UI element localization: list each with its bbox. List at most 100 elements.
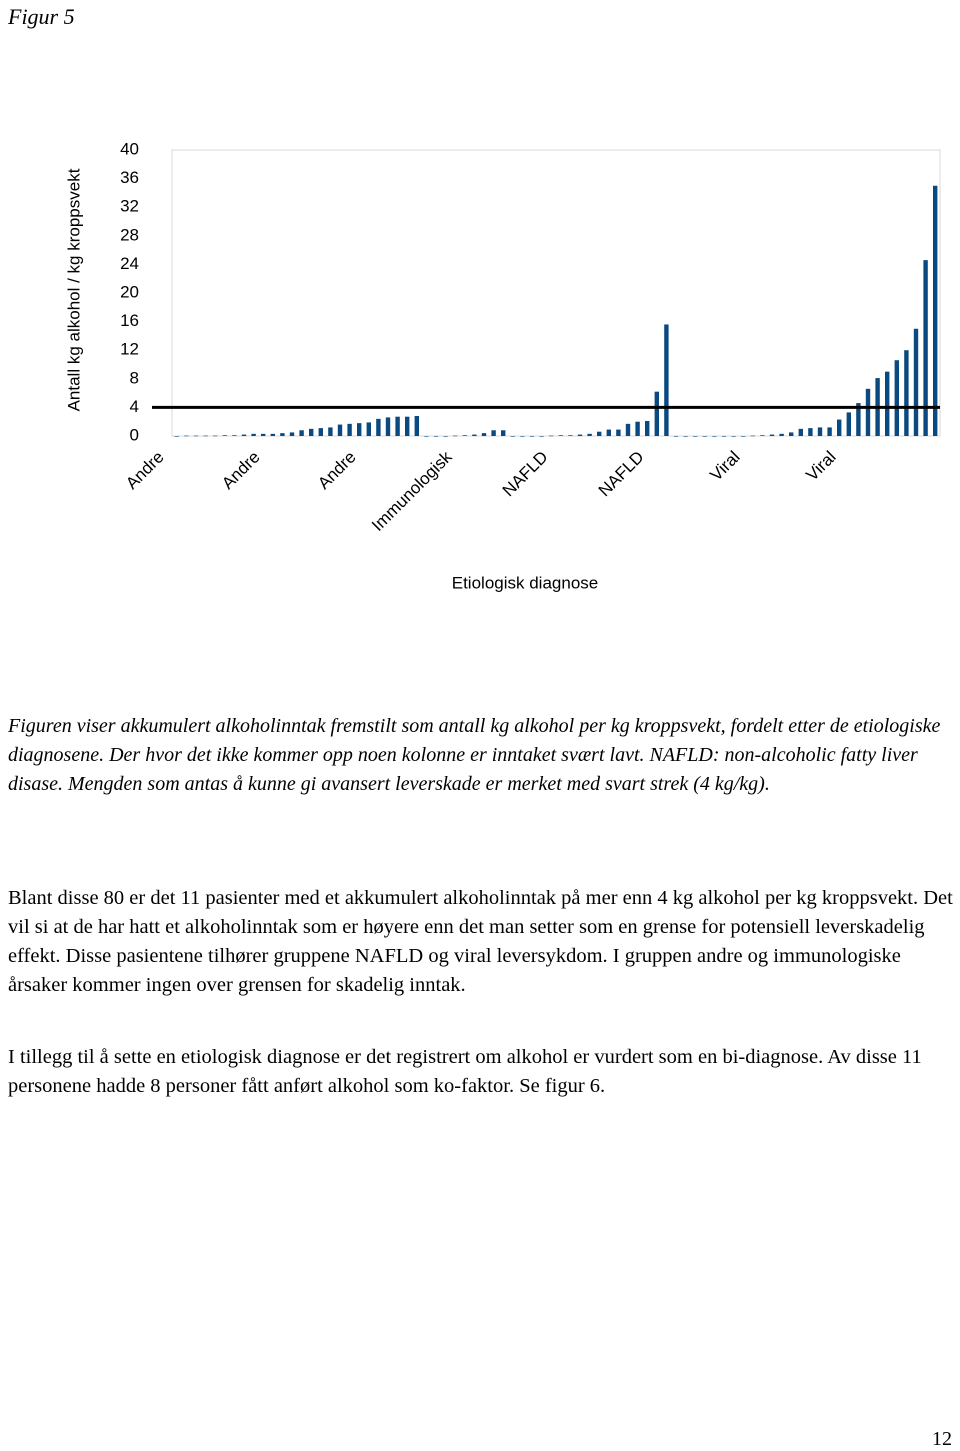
x-tick-label: Viral: [706, 447, 743, 484]
bar: [203, 435, 208, 437]
chart: Antall kg alkohol / kg kroppsvekt Etiolo…: [64, 139, 941, 592]
bar: [683, 436, 688, 437]
bar: [501, 430, 506, 436]
bar: [885, 371, 890, 436]
paragraph: I tillegg til å sette en etiologisk diag…: [8, 1046, 922, 1097]
bar: [376, 418, 381, 436]
bar: [309, 428, 314, 436]
bar: [184, 435, 189, 437]
bar: [865, 388, 871, 436]
y-tick-label: 0: [130, 425, 139, 444]
bar: [913, 328, 919, 436]
bar: [529, 436, 535, 437]
bar: [491, 430, 496, 436]
bar: [750, 435, 755, 437]
bar: [472, 434, 477, 436]
bar: [731, 436, 736, 437]
bar: [721, 436, 727, 437]
bar: [702, 436, 707, 437]
bar: [933, 185, 938, 436]
bar: [385, 417, 391, 436]
y-tick-label: 28: [120, 225, 139, 244]
bar: [280, 433, 285, 436]
bar: [241, 434, 247, 436]
bar: [174, 436, 179, 437]
bar: [894, 360, 899, 436]
bar: [289, 432, 295, 436]
bar: [923, 260, 928, 436]
bar: [664, 324, 669, 436]
bar: [837, 419, 842, 436]
bar: [549, 435, 554, 437]
plot-frame: [171, 149, 941, 437]
bar: [846, 412, 851, 436]
y-tick-label: 32: [120, 197, 139, 216]
bar: [414, 415, 419, 436]
y-tick-label: 36: [120, 168, 139, 187]
bar: [645, 420, 650, 436]
bar: [606, 429, 611, 436]
x-axis-title: Etiologisk diagnose: [452, 573, 598, 592]
bar: [779, 433, 784, 436]
bar: [193, 435, 199, 437]
bar: [741, 436, 746, 437]
bar: [395, 416, 400, 436]
bar: [904, 350, 909, 436]
x-tick-label: Andre: [314, 447, 360, 493]
bar: [405, 416, 410, 436]
x-tick-label: Viral: [802, 447, 839, 484]
y-tick-label: 40: [120, 139, 139, 158]
bar: [251, 433, 256, 436]
bar: [261, 433, 266, 436]
bar: [712, 436, 717, 437]
bar: [798, 428, 803, 436]
bar: [453, 435, 458, 437]
y-tick-label: 16: [120, 311, 139, 330]
bar: [481, 433, 487, 436]
bar: [270, 433, 275, 436]
bar: [558, 435, 563, 436]
y-tick-label: 4: [130, 397, 139, 416]
bar: [433, 436, 439, 437]
bar: [299, 430, 304, 436]
figure-label: Figur 5: [8, 4, 75, 29]
bar: [827, 427, 832, 436]
x-tick-label: NAFLD: [499, 447, 552, 500]
bar: [587, 433, 592, 436]
bar: [568, 435, 573, 436]
bar: [222, 435, 227, 436]
y-tick-label: 20: [120, 282, 139, 301]
bar: [817, 427, 823, 436]
x-tick-label: NAFLD: [595, 447, 648, 500]
bar: [789, 432, 794, 436]
bar: [654, 391, 659, 436]
bar: [597, 431, 602, 436]
bar: [673, 436, 679, 437]
bar: [539, 436, 544, 437]
y-axis-title: Antall kg alkohol / kg kroppsvekt: [64, 168, 83, 411]
x-tick-label: Andre: [122, 447, 168, 493]
bar: [318, 428, 323, 436]
bar: [769, 434, 775, 436]
bar: [760, 435, 765, 436]
x-tick-label: Andre: [218, 447, 264, 493]
bar: [443, 436, 448, 437]
y-tick-label: 8: [130, 368, 139, 387]
bar: [635, 421, 640, 436]
y-tick-label: 24: [120, 254, 139, 273]
page-number: 12: [932, 1428, 952, 1450]
caption: Figuren viser akkumulert alkoholinntak f…: [8, 715, 941, 795]
bar: [424, 436, 429, 437]
bar: [510, 436, 515, 437]
paragraph: Blant disse 80 er det 11 pasienter med e…: [8, 887, 953, 996]
bar: [232, 435, 237, 436]
bar: [520, 436, 525, 437]
bar: [625, 423, 631, 436]
bar: [328, 427, 333, 436]
bar: [616, 429, 621, 436]
bar: [347, 423, 352, 436]
bar: [337, 424, 343, 436]
bar: [462, 435, 467, 436]
bar: [808, 428, 813, 436]
